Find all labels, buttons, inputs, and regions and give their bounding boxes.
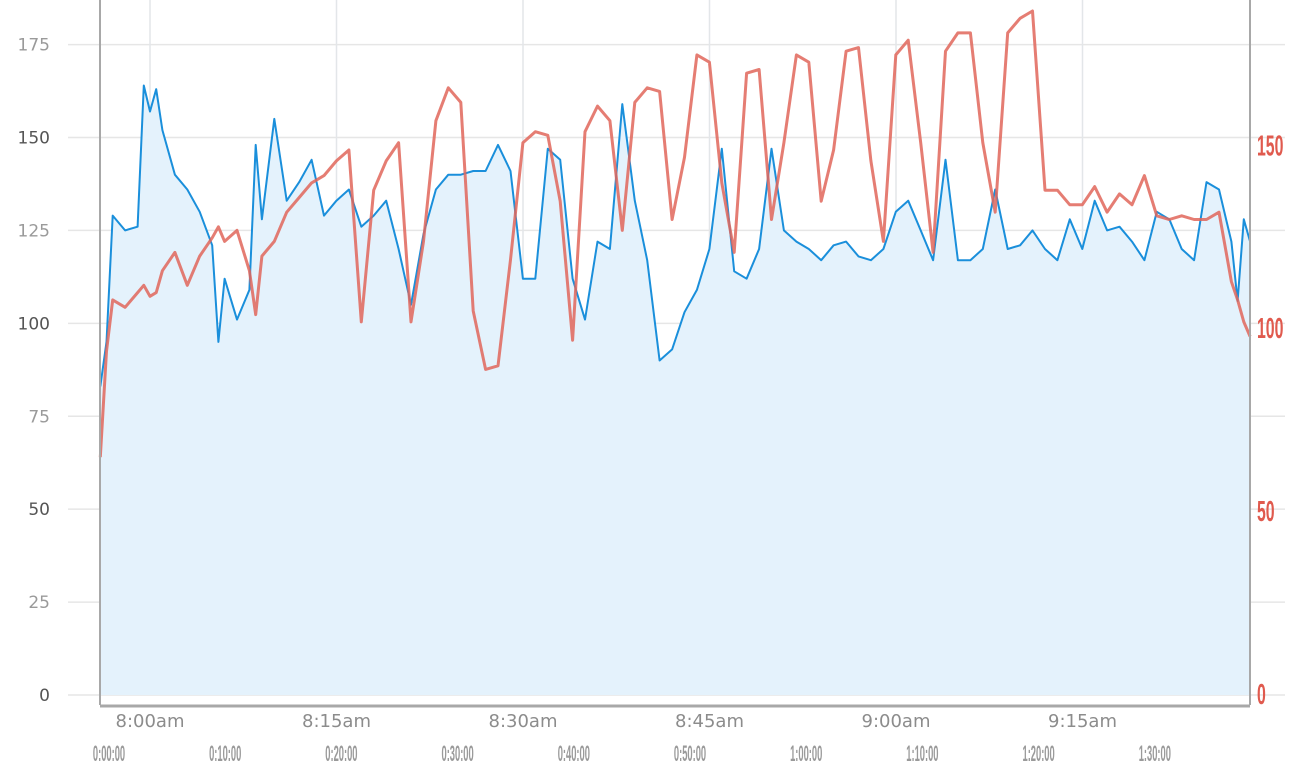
elapsed-tick-label: 0:00:00 (93, 741, 125, 766)
elapsed-tick-label: 1:00:00 (790, 741, 822, 766)
right-tick-label: 0 (1257, 678, 1266, 710)
elapsed-tick-label: 0:50:00 (674, 741, 706, 766)
clock-tick-label: 9:15am (1048, 711, 1117, 732)
left-tick-label: 175 (18, 36, 50, 56)
left-tick-label: 125 (18, 221, 50, 241)
right-tick-label: 100 (1257, 312, 1283, 344)
left-axis-ticks: 0 25 50 75 100 125 150 175 (18, 36, 50, 706)
right-tick-label: 150 (1257, 129, 1283, 161)
left-tick-label: 0 (39, 686, 50, 706)
x-elapsed-ticks: 0:00:00 0:10:00 0:20:00 0:30:00 0:40:00 0:50:… (93, 741, 1171, 766)
series-left-area (100, 85, 1251, 695)
left-tick-label: 100 (18, 314, 50, 334)
elapsed-tick-label: 1:10:00 (906, 741, 938, 766)
elapsed-tick-label: 0:40:00 (558, 741, 590, 766)
clock-tick-label: 9:00am (862, 711, 931, 732)
left-tick-label: 150 (18, 129, 50, 149)
elapsed-tick-label: 1:30:00 (1139, 741, 1171, 766)
left-tick-label: 25 (28, 593, 50, 613)
elapsed-tick-label: 1:20:00 (1022, 741, 1054, 766)
clock-tick-label: 8:45am (675, 711, 744, 732)
elapsed-tick-label: 0:10:00 (209, 741, 241, 766)
clock-tick-label: 8:00am (116, 711, 185, 732)
right-tick-label: 50 (1257, 495, 1275, 527)
series-right-line (98, 9, 1252, 458)
left-tick-label: 50 (28, 500, 50, 520)
clock-tick-label: 8:15am (302, 711, 371, 732)
series-left-line (99, 84, 1252, 387)
x-clock-ticks: 8:00am 8:15am 8:30am 8:45am 9:00am 9:15am (116, 711, 1118, 732)
right-axis-ticks: 0 50 100 150 (1257, 129, 1283, 710)
left-tick-label: 75 (28, 407, 50, 427)
elapsed-tick-label: 0:20:00 (325, 741, 357, 766)
elapsed-tick-label: 0:30:00 (441, 741, 473, 766)
clock-tick-label: 8:30am (489, 711, 558, 732)
